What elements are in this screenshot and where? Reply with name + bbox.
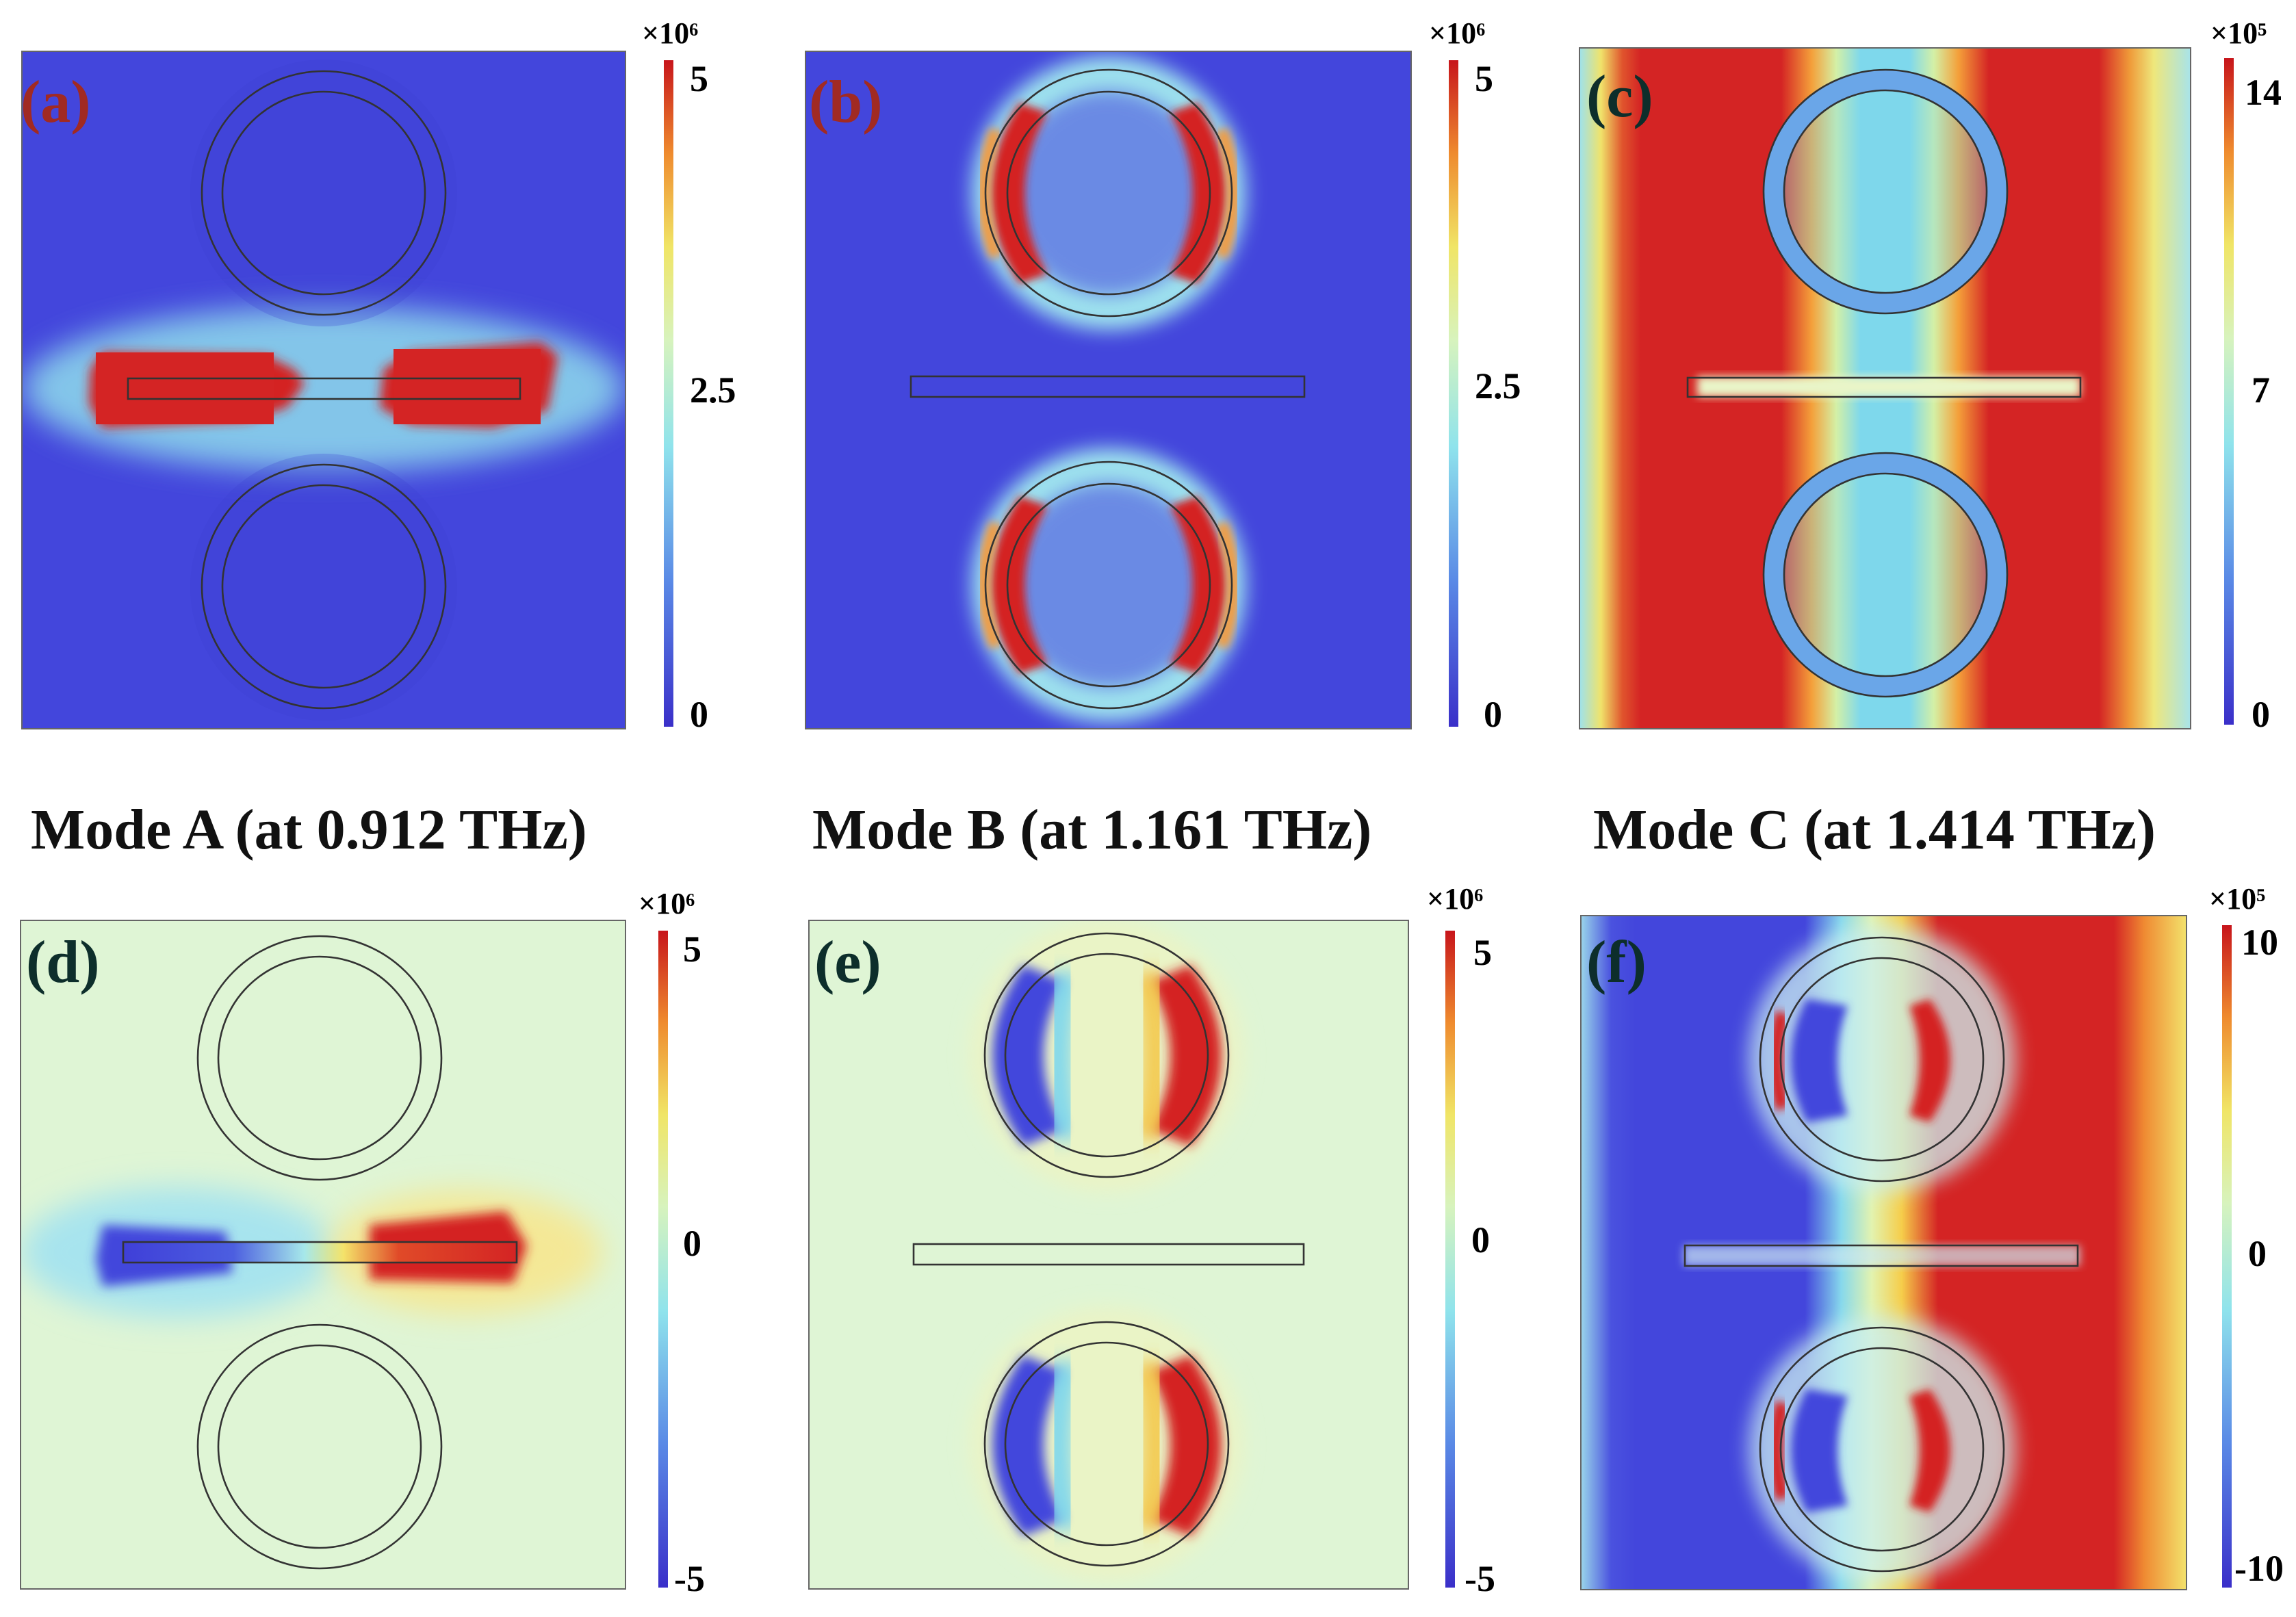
ring-inner-top (217, 955, 422, 1161)
colorbar-a-tick-min: 0 (690, 694, 708, 735)
ring-outer-top (1759, 936, 2005, 1182)
ring-outer-top (984, 68, 1233, 318)
colorbar-f-tick-max: 10 (2241, 922, 2278, 963)
ring-outer-bottom (1762, 452, 2009, 698)
ring-outer-bottom (201, 463, 447, 710)
colorbar-a: ×10⁶ 5 2.5 0 (642, 16, 736, 735)
colorbar-c-exponent: ×10⁵ (2210, 16, 2267, 50)
ring-inner-bottom (217, 1344, 422, 1549)
colorbar-b-tick-max: 5 (1475, 58, 1493, 99)
colorbar-c-tick-min: 0 (2252, 694, 2270, 735)
caption-mode-a: Mode A (at 0.912 THz) (31, 798, 587, 862)
colorbar-b-exponent: ×10⁶ (1429, 16, 1485, 50)
mode-captions: Mode A (at 0.912 THz) Mode B (at 1.161 T… (31, 798, 2156, 862)
colorbar-e: ×10⁶ 5 0 -5 (1427, 882, 1495, 1599)
bar-resonator (1684, 1244, 2079, 1267)
colorbar-b-tick-min: 0 (1484, 694, 1502, 735)
panel-f: (f) ×10⁵ 10 0 -10 (1580, 882, 2284, 1590)
colorbar-e-tick-max: 5 (1473, 932, 1492, 973)
ring-outer-top (196, 935, 443, 1181)
panel-b-field-map (805, 51, 1411, 729)
colorbar-a-exponent: ×10⁶ (642, 16, 698, 50)
colorbar-b-tick-mid: 2.5 (1475, 365, 1521, 406)
panel-e-field-map (809, 920, 1408, 1589)
ring-inner-bottom (1779, 1347, 1985, 1552)
caption-mode-c: Mode C (at 1.414 THz) (1593, 798, 2156, 862)
ring-outer-top (1762, 68, 2009, 315)
ring-inner-top (1004, 953, 1209, 1158)
panel-label-b: (b) (809, 69, 883, 135)
panel-label-e: (e) (814, 929, 881, 996)
ring-outer-top (983, 932, 1230, 1178)
panel-d-field-map (21, 920, 625, 1589)
colorbar-d-tick-max: 5 (683, 929, 701, 970)
panel-c-field-map (1579, 48, 2191, 729)
colorbar-e-exponent: ×10⁶ (1427, 882, 1483, 916)
colorbar-a-tick-max: 5 (690, 58, 708, 99)
bar-resonator (127, 377, 521, 400)
ring-inner-top (1779, 957, 1985, 1162)
panel-e: (e) ×10⁶ 5 0 -5 (808, 882, 1495, 1599)
colorbar-d-tick-mid: 0 (683, 1223, 701, 1264)
panel-label-c: (c) (1586, 64, 1653, 130)
panel-label-a: (a) (21, 69, 91, 135)
colorbar-b: ×10⁶ 5 2.5 0 (1429, 16, 1521, 735)
colorbar-d-exponent: ×10⁶ (639, 887, 695, 920)
panel-f-field-map (1581, 916, 2187, 1590)
colorbar-e-tick-mid: 0 (1471, 1219, 1490, 1260)
ring-inner-bottom (1004, 1341, 1209, 1547)
panel-c: (c) ×10⁵ 14 7 0 (1579, 16, 2282, 735)
colorbar-f-exponent: ×10⁵ (2209, 882, 2265, 916)
ring-outer-bottom (1759, 1326, 2005, 1573)
panel-b: (b) ×10⁶ 5 2.5 0 (805, 16, 1521, 735)
ring-inner-bottom (221, 484, 426, 689)
caption-mode-b: Mode B (at 1.161 THz) (812, 798, 1371, 862)
colorbar-e-tick-min: -5 (1465, 1558, 1495, 1599)
bar-resonator (910, 375, 1306, 398)
panel-a: (a) ×10⁶ 5 2.5 0 (21, 16, 736, 735)
bar-resonator (1686, 376, 2082, 398)
colorbar-c-tick-mid: 7 (2252, 370, 2270, 411)
ring-outer-bottom (196, 1323, 443, 1570)
panel-a-field-map (22, 51, 625, 729)
bar-resonator (912, 1243, 1305, 1266)
colorbar-f-tick-mid: 0 (2248, 1233, 2267, 1274)
colorbar-c-tick-max: 14 (2245, 72, 2282, 113)
colorbar-d: ×10⁶ 5 0 -5 (639, 887, 705, 1599)
panel-d: (d) ×10⁶ 5 0 -5 (20, 887, 705, 1599)
ring-inner-top (221, 90, 426, 296)
panel-label-f: (f) (1586, 929, 1647, 996)
colorbar-a-tick-mid: 2.5 (690, 370, 736, 411)
colorbar-c: ×10⁵ 14 7 0 (2210, 16, 2282, 735)
bar-resonator (122, 1241, 518, 1264)
ring-inner-bottom (1006, 482, 1211, 688)
ring-outer-bottom (983, 1321, 1230, 1567)
panel-label-d: (d) (26, 929, 100, 996)
colorbar-d-tick-min: -5 (674, 1558, 705, 1599)
ring-outer-top (201, 70, 447, 316)
ring-inner-bottom (1783, 472, 1988, 677)
colorbar-f: ×10⁵ 10 0 -10 (2209, 882, 2284, 1589)
colorbar-f-tick-min: -10 (2234, 1548, 2284, 1589)
ring-inner-top (1006, 90, 1211, 296)
ring-inner-top (1783, 89, 1988, 294)
ring-outer-bottom (984, 461, 1233, 710)
